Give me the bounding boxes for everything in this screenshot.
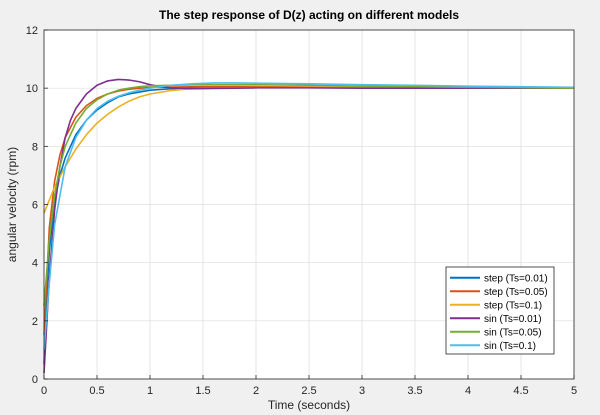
x-tick-label: 0.5 bbox=[89, 385, 104, 397]
series-layer bbox=[43, 78, 575, 374]
chart-title: The step response of D(z) acting on diff… bbox=[159, 8, 459, 22]
y-tick-label: 2 bbox=[32, 316, 38, 328]
legend-entry-2: step (Ts=0.1) bbox=[484, 300, 542, 311]
y-tick-label: 6 bbox=[32, 200, 38, 212]
legend-entry-3: sin (Ts=0.01) bbox=[484, 314, 542, 325]
y-tick-label: 12 bbox=[26, 25, 38, 37]
x-tick-label: 0 bbox=[41, 385, 47, 397]
x-tick-label: 2 bbox=[253, 385, 259, 397]
legend-entry-0: step (Ts=0.01) bbox=[484, 273, 548, 284]
x-tick-label: 2.5 bbox=[301, 385, 316, 397]
legend: step (Ts=0.01) step (Ts=0.05) step (Ts=0.1… bbox=[445, 266, 555, 355]
x-tick-label: 1 bbox=[147, 385, 153, 397]
x-tick-label: 3.5 bbox=[407, 385, 422, 397]
y-tick-label: 0 bbox=[32, 374, 38, 386]
x-tick-label: 4 bbox=[465, 385, 471, 397]
y-axis-label: angular velocity (rpm) bbox=[5, 147, 19, 262]
x-tick-label: 3 bbox=[359, 385, 365, 397]
x-tick-label: 5 bbox=[571, 385, 577, 397]
x-axis-label: Time (seconds) bbox=[268, 398, 350, 412]
series-line-4 bbox=[43, 83, 575, 307]
x-tick-label: 1.5 bbox=[195, 385, 210, 397]
series-line-1 bbox=[43, 85, 575, 336]
y-tick-label: 4 bbox=[32, 258, 38, 270]
legend-box bbox=[445, 266, 555, 355]
legend-entry-5: sin (Ts=0.1) bbox=[484, 341, 536, 352]
legend-entry-4: sin (Ts=0.05) bbox=[484, 327, 542, 338]
legend-entry-1: step (Ts=0.05) bbox=[484, 287, 548, 298]
y-tick-label: 10 bbox=[26, 83, 38, 95]
x-tick-label: 4.5 bbox=[513, 385, 528, 397]
axis-ticks: 0 0.5 1 1.5 2 2.5 3 3.5 4 4.5 5 0 2 4 6 8 10 12 bbox=[26, 25, 577, 397]
y-tick-label: 8 bbox=[32, 141, 38, 153]
series-line-5 bbox=[43, 82, 575, 350]
